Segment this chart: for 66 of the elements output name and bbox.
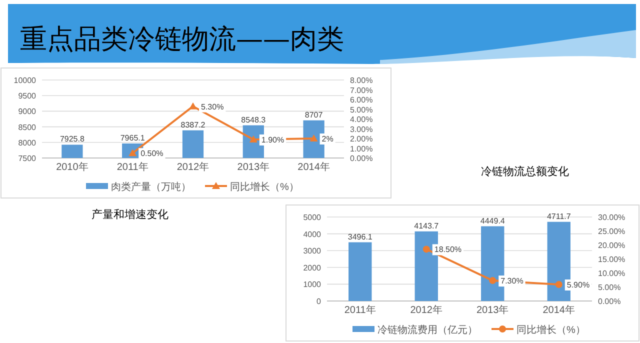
x-tick-label: 2012年 <box>176 161 210 173</box>
point <box>422 246 430 253</box>
y-tick-label: 1000 <box>303 280 322 290</box>
data-label: 4143.7 <box>414 221 440 230</box>
y-tick-label: 3000 <box>303 246 322 256</box>
chart-title: 重点品类冷链物流——肉类 <box>20 24 344 55</box>
x-tick-label: 2012年 <box>410 304 442 316</box>
text: 产量和增速变化 <box>92 208 168 221</box>
data-label: 2% <box>322 134 334 144</box>
y-tick-label: 2000 <box>303 263 322 272</box>
point <box>189 102 197 110</box>
x-tick-label: 2013年 <box>237 161 270 173</box>
y-tick-label: 9000 <box>18 107 37 116</box>
y2-tick-label: 5.00% <box>350 105 373 114</box>
x-tick-label: 2010年 <box>56 161 88 173</box>
data-label: 5.90% <box>566 280 590 290</box>
data-label: 0.50% <box>140 149 164 158</box>
y-tick-label: 5000 <box>303 213 322 222</box>
y-tick-label: 7500 <box>18 154 37 163</box>
bar <box>348 242 372 301</box>
y-tick-label: 8500 <box>18 122 37 132</box>
y-tick-label: 10000 <box>14 76 37 85</box>
y-tick-label: 9500 <box>18 92 37 101</box>
data-label: 4711.7 <box>546 212 572 221</box>
y2-tick-label: 30.00% <box>598 213 626 222</box>
data-label: 7.30% <box>500 276 524 286</box>
data-label: 8548.3 <box>241 115 266 124</box>
y-tick-label: 4000 <box>303 230 322 239</box>
y2-tick-label: 0.00% <box>350 154 373 163</box>
y2-tick-label: 2.00% <box>350 134 373 144</box>
legend-label: 同比增长（%） <box>516 324 586 336</box>
x-tick-label: 2014年 <box>298 161 330 173</box>
data-label: 18.50% <box>434 245 462 254</box>
x-tick-label: 2014年 <box>542 304 575 316</box>
point <box>489 277 496 284</box>
y-tick-label: 8000 <box>18 138 37 148</box>
data-label: 4449.4 <box>480 216 506 226</box>
data-label: 1.90% <box>261 135 284 144</box>
y2-tick-label: 25.00% <box>598 227 626 236</box>
y2-tick-label: 8.00% <box>350 76 373 85</box>
data-label: 8387.2 <box>180 120 206 130</box>
x-tick-label: 2011年 <box>116 161 148 173</box>
data-label: 7925.8 <box>60 134 85 144</box>
text: 冷链物流总额变化 <box>481 165 569 178</box>
y2-tick-label: 5.00% <box>598 283 621 292</box>
y2-tick-label: 20.00% <box>598 241 626 250</box>
y2-tick-label: 10.00% <box>598 269 626 278</box>
y2-tick-label: 7.00% <box>350 86 373 95</box>
data-label: 7965.1 <box>120 133 146 142</box>
y2-tick-label: 6.00% <box>350 96 373 104</box>
x-tick-label: 2013年 <box>476 304 509 316</box>
data-label: 5.30% <box>201 102 224 112</box>
x-tick-label: 2011年 <box>344 304 376 316</box>
y2-tick-label: 15.00% <box>598 255 626 264</box>
y2-tick-label: 3.00% <box>350 124 373 134</box>
point <box>555 280 562 288</box>
legend-label: 同比增长（%） <box>230 181 299 193</box>
y2-tick-label: 0.00% <box>598 297 621 306</box>
legend-label: 肉类产量（万吨） <box>111 181 191 193</box>
data-label: 8707 <box>304 110 324 120</box>
y2-tick-label: 1.00% <box>350 144 373 154</box>
data-label: 3496.1 <box>348 232 373 242</box>
y-tick-label: 0 <box>316 297 322 306</box>
y2-tick-label: 4.00% <box>350 115 373 124</box>
point <box>310 134 318 142</box>
legend-label: 冷链物流费用（亿元） <box>378 324 478 336</box>
